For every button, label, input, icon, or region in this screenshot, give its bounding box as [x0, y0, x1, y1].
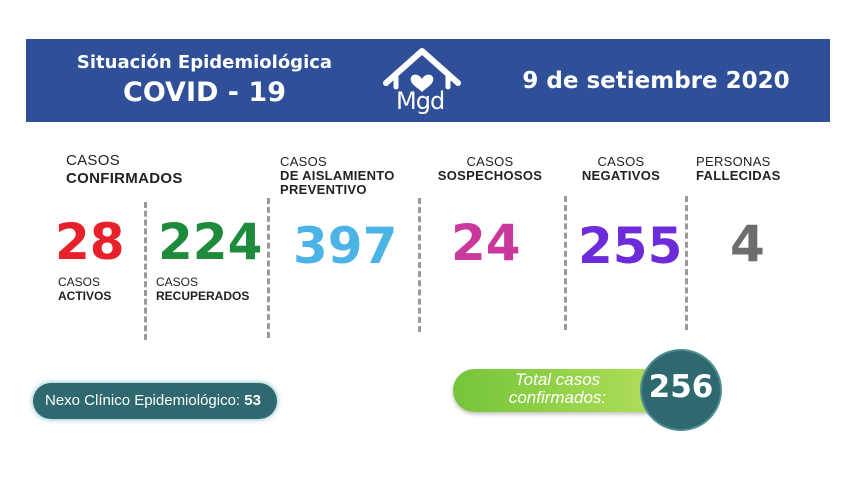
- aislamiento-label-line3: PREVENTIVO: [280, 182, 367, 197]
- total-confirmados-pill: [453, 369, 673, 412]
- recuperados-label: CASOS RECUPERADOS: [156, 275, 249, 303]
- header-banner: Situación Epidemiológica COVID - 19 Mgd …: [26, 39, 830, 122]
- activos-value: 28: [55, 213, 125, 271]
- sospechosos-label: CASOS SOSPECHOSOS: [432, 155, 548, 183]
- fallecidas-label-line1: PERSONAS: [696, 154, 771, 169]
- aislamiento-label-line2: DE AISLAMIENTO: [280, 168, 395, 183]
- confirmados-label: CASOS CONFIRMADOS: [66, 152, 183, 188]
- aislamiento-value: 397: [293, 217, 398, 275]
- nexo-clinico-text: Nexo Clínico Epidemiológico: 53: [45, 392, 261, 410]
- total-confirmados-circle: 256: [640, 349, 722, 431]
- total-confirmados-label: Total casos confirmados:: [485, 371, 630, 407]
- activos-label-line1: CASOS: [58, 275, 101, 289]
- header-date: 9 de setiembre 2020: [522, 68, 790, 94]
- logo-text: Mgd: [396, 87, 445, 115]
- total-label-line2: confirmados:: [508, 388, 607, 407]
- header-title: Situación Epidemiológica: [76, 52, 333, 73]
- fallecidas-value: 4: [730, 215, 765, 273]
- sospechosos-value: 24: [451, 214, 521, 272]
- divider: [685, 196, 688, 330]
- divider: [267, 198, 270, 338]
- activos-label-line2: ACTIVOS: [58, 289, 112, 303]
- negativos-label-line1: CASOS: [597, 154, 645, 169]
- recuperados-value: 224: [158, 213, 263, 271]
- sospechosos-label-line2: SOSPECHOSOS: [437, 168, 543, 183]
- recuperados-label-line1: CASOS: [156, 275, 199, 289]
- negativos-label: CASOS NEGATIVOS: [578, 155, 664, 183]
- fallecidas-label: PERSONAS FALLECIDAS: [696, 155, 781, 183]
- divider: [144, 202, 147, 340]
- aislamiento-label-line1: CASOS: [280, 154, 328, 169]
- confirmados-label-line2: CONFIRMADOS: [66, 170, 183, 187]
- confirmados-label-line1: CASOS: [66, 152, 121, 169]
- divider: [418, 198, 421, 332]
- fallecidas-label-line2: FALLECIDAS: [696, 168, 781, 183]
- total-confirmados-value: 256: [648, 369, 714, 405]
- total-label-line1: Total casos: [514, 370, 601, 389]
- recuperados-label-line2: RECUPERADOS: [156, 289, 250, 303]
- negativos-label-line2: NEGATIVOS: [581, 168, 661, 183]
- aislamiento-label: CASOS DE AISLAMIENTO PREVENTIVO: [280, 155, 395, 197]
- activos-label: CASOS ACTIVOS: [58, 275, 111, 303]
- sospechosos-label-line1: CASOS: [466, 154, 514, 169]
- negativos-value: 255: [578, 217, 683, 275]
- header-subtitle: COVID - 19: [123, 77, 286, 108]
- nexo-clinico-label: Nexo Clínico Epidemiológico:: [45, 392, 241, 409]
- nexo-clinico-badge: Nexo Clínico Epidemiológico: 53: [33, 383, 277, 419]
- divider: [564, 196, 567, 330]
- house-heart-logo-icon: [383, 48, 461, 92]
- nexo-clinico-value: 53: [244, 392, 261, 409]
